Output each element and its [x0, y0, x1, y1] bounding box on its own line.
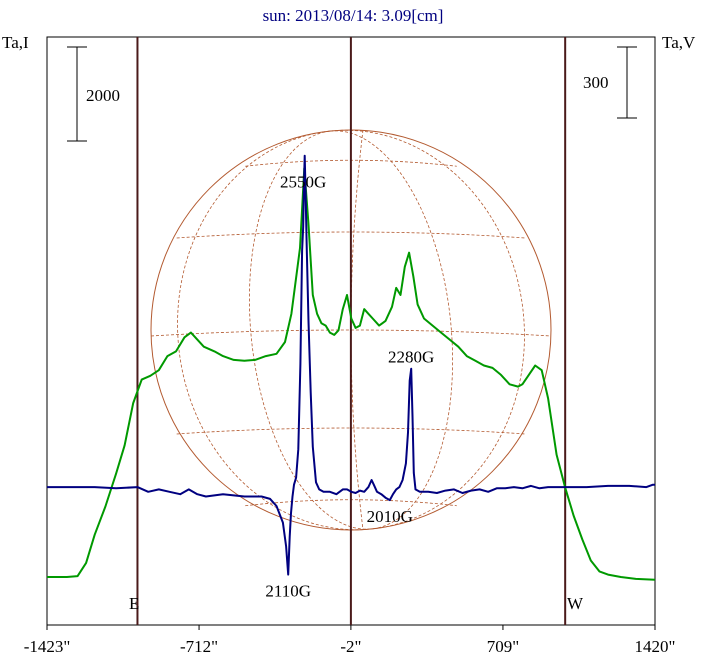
x-tick-label: 709" — [487, 637, 519, 656]
peak-annotation: 2110G — [265, 582, 311, 601]
annotation-layer: 2550G 2280G 2110G 2010G — [265, 173, 434, 601]
peak-annotation: 2550G — [280, 173, 326, 192]
x-tick-label: -1423" — [24, 637, 71, 656]
x-tick-label: 1420" — [635, 637, 676, 656]
stokes-v-line — [47, 154, 655, 576]
x-tick-label: -2" — [340, 637, 361, 656]
east-limb-label: E — [129, 594, 139, 613]
chart-title: sun: 2013/08/14: 3.09[cm] — [263, 6, 444, 25]
right-axis-label: Ta,V — [662, 33, 696, 52]
x-tick-layer: -1423" -712" -2" 709" 1420" — [24, 625, 676, 656]
series-layer — [47, 154, 656, 581]
latitude-line — [176, 231, 526, 239]
latitude-line — [176, 427, 526, 435]
vertical-markers — [136, 37, 567, 625]
longitude-line — [177, 130, 372, 531]
left-scale-bar: 2000 — [67, 46, 120, 142]
stokes-i-line — [47, 167, 656, 581]
longitude-line — [249, 130, 372, 530]
left-scale-label: 2000 — [86, 86, 120, 105]
x-tick-label: -712" — [180, 637, 218, 656]
west-limb-label: W — [567, 594, 584, 613]
longitude-line — [330, 129, 525, 530]
left-axis-label: Ta,I — [2, 33, 29, 52]
peak-annotation: 2010G — [367, 507, 413, 526]
right-scale-label: 300 — [583, 73, 609, 92]
right-scale-bar: 300 — [583, 46, 637, 119]
solar-disk-grid — [150, 129, 552, 531]
peak-annotation: 2280G — [388, 348, 434, 367]
longitude-line — [330, 130, 453, 530]
